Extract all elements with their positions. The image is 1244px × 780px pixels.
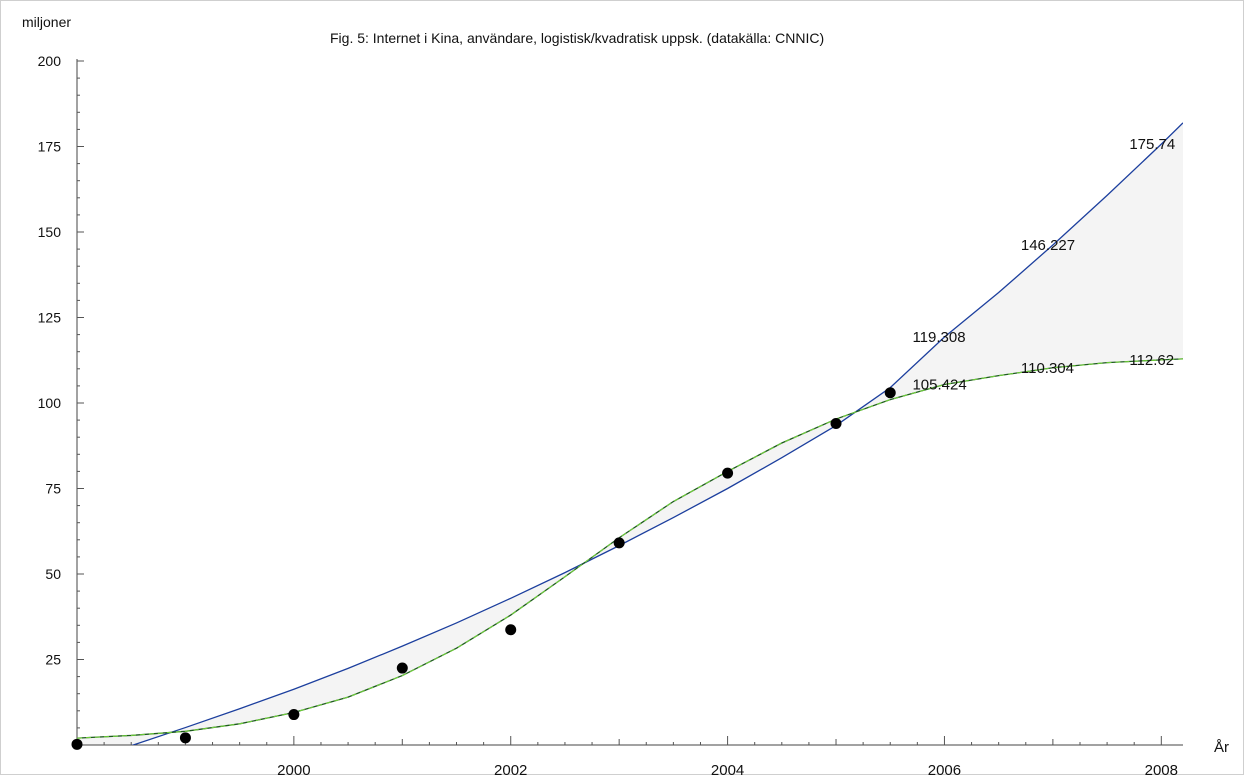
data-point xyxy=(505,624,517,636)
chart-title: Fig. 5: Internet i Kina, användare, logi… xyxy=(330,30,824,46)
y-tick-label: 150 xyxy=(38,224,62,240)
y-tick-label: 25 xyxy=(45,652,61,668)
x-tick-label: 2008 xyxy=(1145,762,1178,775)
data-point xyxy=(179,732,191,744)
data-point xyxy=(613,537,625,549)
data-label: 110.304 xyxy=(1021,360,1074,377)
data-label: 119.308 xyxy=(912,329,965,346)
data-label: 105.424 xyxy=(912,376,966,393)
data-label: 175.74 xyxy=(1129,136,1175,153)
data-label: 112.62 xyxy=(1129,352,1174,369)
data-point xyxy=(884,387,896,399)
y-tick-label: 175 xyxy=(38,139,62,155)
data-point xyxy=(71,738,83,750)
y-tick-label: 100 xyxy=(38,395,62,411)
data-point xyxy=(396,662,408,674)
y-tick-label: 125 xyxy=(38,310,62,326)
y-axis-label: miljoner xyxy=(22,14,71,30)
series-line-quadratic xyxy=(131,122,1183,745)
data-label: 146.227 xyxy=(1021,237,1075,254)
area-between-curves xyxy=(77,122,1183,745)
data-point xyxy=(288,709,300,721)
x-axis-label: År xyxy=(1214,739,1229,756)
y-tick-label: 75 xyxy=(45,481,61,497)
y-tick-label: 200 xyxy=(38,53,62,69)
x-tick-label: 2000 xyxy=(277,762,310,775)
x-tick-label: 2002 xyxy=(494,762,527,775)
x-tick-label: 2006 xyxy=(928,762,961,775)
series-line-logistic xyxy=(77,358,1183,739)
data-point xyxy=(722,467,734,479)
y-tick-label: 50 xyxy=(45,566,61,582)
data-point xyxy=(830,418,842,430)
x-tick-label: 2004 xyxy=(711,762,744,775)
series-line-logistic-dash xyxy=(77,358,1183,739)
plot-layer: 25 50 75 100 125 150 175 200 2000 2002 2004 2006 200… xyxy=(38,53,1183,779)
